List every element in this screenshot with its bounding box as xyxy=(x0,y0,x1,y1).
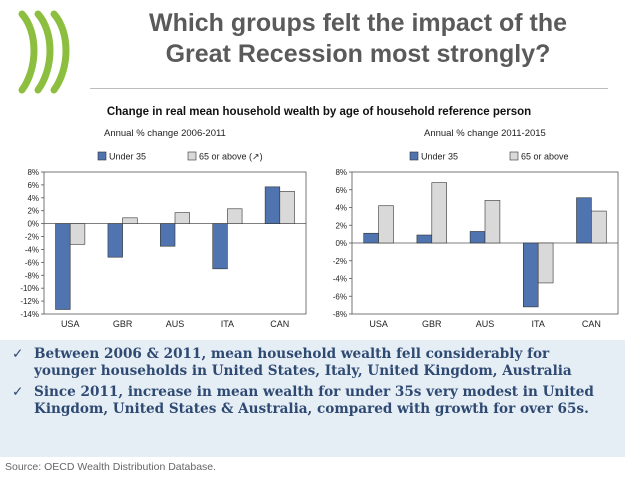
legend-label: Under 35 xyxy=(421,152,458,162)
y-tick-label: -4% xyxy=(333,275,347,284)
y-tick-label: -2% xyxy=(333,257,347,266)
x-tick-label: CAN xyxy=(270,319,289,329)
x-tick-label: ITA xyxy=(532,319,545,329)
bar-over65-gbr xyxy=(431,182,447,244)
bar-over65-usa xyxy=(69,223,86,245)
x-tick-label: CAN xyxy=(582,319,601,329)
bar-under35-gbr xyxy=(416,234,433,244)
finding-item: ✓ Since 2011, increase in mean wealth fo… xyxy=(12,384,615,418)
checkmark-icon: ✓ xyxy=(12,346,24,362)
left-bar-chart: Under 35 65 or above (↗) 8% 6% 4% 2% 0% -2% -4% -… xyxy=(20,151,307,329)
bar-under35-ita xyxy=(523,242,539,308)
x-tick-label: USA xyxy=(61,319,80,329)
bar-over65-gbr xyxy=(122,217,138,224)
title-line-1: Which groups felt the impact of the xyxy=(148,9,568,37)
legend-label: 65 or above (↗) xyxy=(199,152,263,162)
right-bar-chart: Under 35 65 or above 8% 6% 4% 2% 0% -2% -4% -6% -8… xyxy=(333,151,619,329)
y-tick-label: -6% xyxy=(333,292,347,301)
legend-swatch xyxy=(187,151,197,161)
y-tick-label: -12% xyxy=(20,297,39,306)
y-tick-label: -8% xyxy=(333,310,347,319)
x-tick-label: AUS xyxy=(476,319,495,329)
legend-label: Under 35 xyxy=(109,152,146,162)
key-findings-box: ✓ Between 2006 & 2011, mean household we… xyxy=(0,340,625,457)
y-tick-label: -2% xyxy=(25,233,39,242)
oecd-logo-icon xyxy=(18,10,70,94)
x-tick-label: GBR xyxy=(113,319,133,329)
y-tick-label: 4% xyxy=(335,204,347,213)
bar-over65-aus xyxy=(484,200,501,244)
x-tick-label: GBR xyxy=(422,319,442,329)
bar-under35-ita xyxy=(212,223,228,270)
right-chart-title: Annual % change 2011-2015 xyxy=(424,128,546,139)
legend-swatch xyxy=(509,151,519,161)
y-tick-label: 4% xyxy=(27,194,39,203)
y-tick-label: 2% xyxy=(335,221,347,230)
plot-frame xyxy=(43,171,307,315)
finding-item: ✓ Between 2006 & 2011, mean household we… xyxy=(12,346,615,380)
y-tick-label: -8% xyxy=(25,271,39,280)
bar-under35-can xyxy=(576,197,592,244)
bar-under35-usa xyxy=(363,232,379,244)
left-chart-title: Annual % change 2006-2011 xyxy=(104,128,226,139)
bar-under35-aus xyxy=(469,231,486,244)
y-tick-label: 0% xyxy=(27,220,39,229)
bar-under35-gbr xyxy=(107,223,123,258)
title-divider xyxy=(90,88,608,89)
bar-over65-aus xyxy=(174,212,190,224)
y-tick-label: 6% xyxy=(27,181,39,190)
y-tick-label: 8% xyxy=(335,168,347,177)
y-tick-label: 0% xyxy=(335,239,347,248)
y-tick-label: -6% xyxy=(25,258,39,267)
title-line-2: Great Recession most strongly? xyxy=(165,40,551,68)
bar-under35-usa xyxy=(55,223,71,310)
y-tick-label: 8% xyxy=(27,168,39,177)
y-tick-label: -10% xyxy=(20,284,39,293)
x-tick-label: AUS xyxy=(166,319,185,329)
legend-swatch xyxy=(97,151,107,161)
chart-subtitle: Change in real mean household wealth by … xyxy=(106,106,532,118)
bar-over65-usa xyxy=(378,205,394,244)
y-tick-label: 6% xyxy=(335,186,347,195)
bar-over65-can xyxy=(279,191,295,224)
bar-over65-can xyxy=(591,210,607,244)
x-tick-label: ITA xyxy=(221,319,234,329)
checkmark-icon: ✓ xyxy=(12,384,24,400)
source-note: Source: OECD Wealth Distribution Databas… xyxy=(5,461,217,473)
y-tick-label: -4% xyxy=(25,245,39,254)
bar-under35-can xyxy=(264,186,281,224)
page-title: Which groups felt the impact of the Grea… xyxy=(92,8,624,70)
finding-text: Between 2006 & 2011, mean household weal… xyxy=(34,346,572,379)
legend-swatch xyxy=(409,151,419,161)
bar-over65-ita xyxy=(227,208,243,224)
bar-over65-ita xyxy=(537,242,554,284)
x-tick-label: USA xyxy=(369,319,388,329)
legend-label: 65 or above xyxy=(521,152,569,162)
y-tick-label: 2% xyxy=(27,207,39,216)
finding-text: Since 2011, increase in mean wealth for … xyxy=(34,384,594,417)
bar-under35-aus xyxy=(160,223,176,247)
y-tick-label: -14% xyxy=(20,310,39,319)
